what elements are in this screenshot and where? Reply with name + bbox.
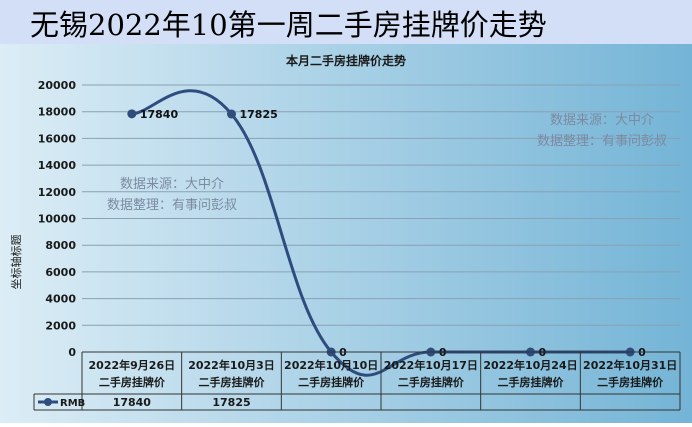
table-value-cell: 17840 xyxy=(113,396,152,409)
x-tick-label-sub: 二手房挂牌价 xyxy=(498,375,565,389)
y-axis-label: 坐标轴标题 xyxy=(9,235,23,290)
data-label: 17825 xyxy=(240,108,278,121)
y-tick-label: 10000 xyxy=(38,213,77,226)
y-tick-label: 0 xyxy=(68,346,76,359)
x-tick-label-sub: 二手房挂牌价 xyxy=(298,375,365,389)
chart-title: 本月二手房挂牌价走势 xyxy=(286,53,406,68)
y-tick-label: 4000 xyxy=(45,293,76,306)
x-tick-label-sub: 二手房挂牌价 xyxy=(398,375,465,389)
x-tick-label-date: 2022年10月3日 xyxy=(188,358,275,372)
y-tick-label: 8000 xyxy=(45,239,76,252)
y-tick-label: 20000 xyxy=(38,79,77,92)
legend-marker-key xyxy=(44,398,52,406)
watermark-source: 数据来源：大中介 xyxy=(550,113,654,128)
x-tick-label-sub: 二手房挂牌价 xyxy=(99,375,166,389)
x-tick-label-date: 2022年10月10日 xyxy=(284,358,378,372)
data-label: 17840 xyxy=(140,108,179,121)
y-tick-label: 14000 xyxy=(38,159,77,172)
y-tick-label: 12000 xyxy=(38,186,77,199)
y-tick-label: 6000 xyxy=(45,266,76,279)
x-tick-label-date: 2022年10月24日 xyxy=(483,358,577,372)
page-title: 无锡2022年10第一周二手房挂牌价走势 xyxy=(30,8,547,42)
chart-area: 0 2000 4000 6000 8000 10000 12000 14000 16000 180… xyxy=(0,44,692,423)
y-tick-label: 18000 xyxy=(38,106,77,119)
x-tick-label-sub: 二手房挂牌价 xyxy=(199,375,266,389)
data-point xyxy=(127,109,137,119)
data-point xyxy=(227,109,236,119)
table-value-cell: 17825 xyxy=(212,396,250,409)
watermark-credit: 数据整理：有事问彭叔 xyxy=(537,134,667,149)
x-tick-label-date: 2022年9月26日 xyxy=(89,358,176,372)
x-tick-label-sub: 二手房挂牌价 xyxy=(597,375,664,389)
title-bar: 无锡2022年10第一周二手房挂牌价走势 xyxy=(0,0,692,44)
x-tick-label-date: 2022年10月31日 xyxy=(583,358,677,372)
watermark-source: 数据来源：大中介 xyxy=(120,177,224,192)
y-tick-label: 16000 xyxy=(38,132,77,145)
line-chart: 0 2000 4000 6000 8000 10000 12000 14000 16000 180… xyxy=(0,44,692,423)
y-tick-label: 2000 xyxy=(45,319,76,332)
chart-background xyxy=(0,44,692,423)
x-tick-label-date: 2022年10月17日 xyxy=(384,358,478,372)
watermark-credit: 数据整理：有事问彭叔 xyxy=(107,198,237,213)
legend-series-name: RMB xyxy=(60,398,85,409)
